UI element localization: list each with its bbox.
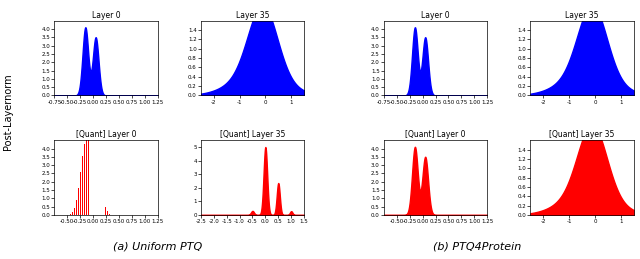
Title: Layer 35: Layer 35 [565, 11, 599, 20]
Title: [Quant] Layer 0: [Quant] Layer 0 [76, 131, 136, 140]
Text: (a) Uniform PTQ: (a) Uniform PTQ [113, 242, 203, 252]
Text: (b) PTQ4Protein: (b) PTQ4Protein [433, 242, 521, 252]
Title: [Quant] Layer 35: [Quant] Layer 35 [549, 131, 614, 140]
Title: Layer 35: Layer 35 [236, 11, 269, 20]
Title: Layer 0: Layer 0 [421, 11, 450, 20]
Title: [Quant] Layer 0: [Quant] Layer 0 [405, 131, 466, 140]
Title: Layer 0: Layer 0 [92, 11, 120, 20]
Title: [Quant] Layer 35: [Quant] Layer 35 [220, 131, 285, 140]
Text: Post-Layernorm: Post-Layernorm [3, 73, 13, 150]
